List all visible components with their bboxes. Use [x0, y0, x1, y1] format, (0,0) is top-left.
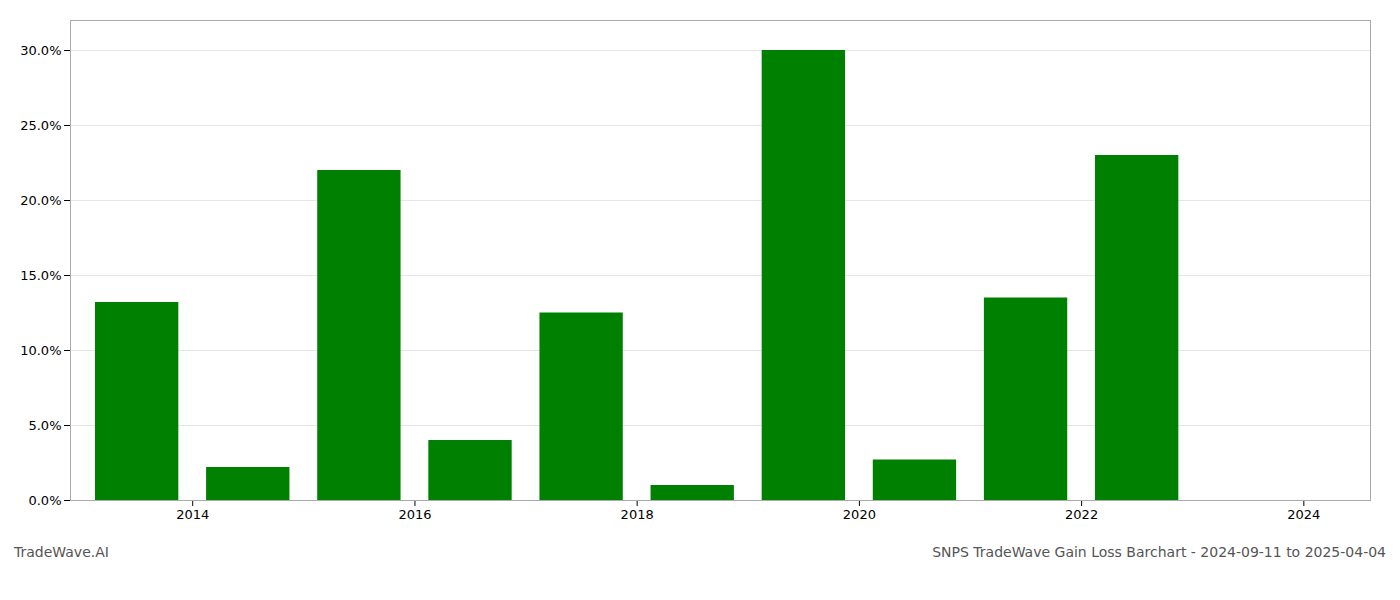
svg-text:2016: 2016 [398, 507, 431, 522]
svg-text:2014: 2014 [176, 507, 209, 522]
html-text:TradeWave.AI: TradeWave.AI [14, 544, 109, 560]
svg-text:2018: 2018 [621, 507, 654, 522]
html-text:SNPS TradeWave Gain Loss Barch: SNPS TradeWave Gain Loss Barchart - 2024… [932, 544, 1386, 560]
svg-text:2020: 2020 [843, 507, 876, 522]
svg-text:30.0%: 30.0% [20, 43, 61, 58]
svg-text:15.0%: 15.0% [20, 268, 61, 283]
svg-text:2024: 2024 [1287, 507, 1320, 522]
svg-text:2022: 2022 [1065, 507, 1098, 522]
svg-text:5.0%: 5.0% [28, 418, 61, 433]
svg-text:10.0%: 10.0% [20, 343, 61, 358]
svg-text:0.0%: 0.0% [28, 493, 61, 508]
svg-text:25.0%: 25.0% [20, 118, 61, 133]
svg-text:20.0%: 20.0% [20, 193, 61, 208]
